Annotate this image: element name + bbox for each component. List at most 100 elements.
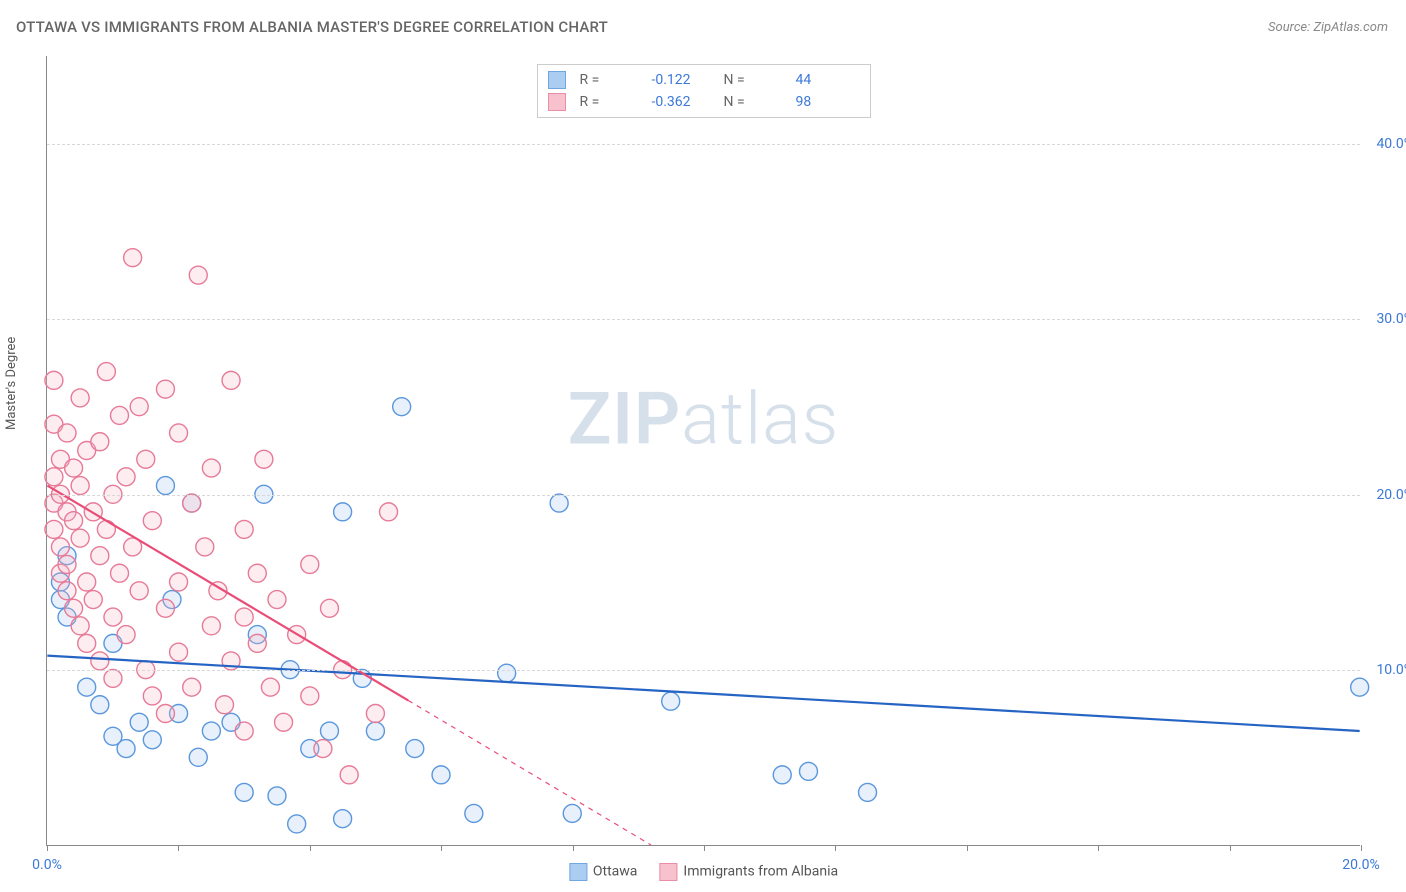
series-legend-label: Ottawa <box>593 864 638 880</box>
scatter-svg <box>47 56 1360 845</box>
x-tick-mark <box>441 845 442 851</box>
scatter-point <box>71 617 89 635</box>
scatter-point <box>301 555 319 573</box>
scatter-point <box>183 678 201 696</box>
r-value: -0.362 <box>652 94 716 110</box>
scatter-point <box>550 494 568 512</box>
scatter-point <box>45 468 63 486</box>
scatter-point <box>366 705 384 723</box>
scatter-point <box>314 740 332 758</box>
scatter-point <box>104 608 122 626</box>
scatter-point <box>288 815 306 833</box>
scatter-point <box>235 520 253 538</box>
legend-swatch <box>659 863 677 881</box>
n-value: 98 <box>796 94 860 110</box>
scatter-point <box>222 371 240 389</box>
scatter-point <box>248 634 266 652</box>
scatter-point <box>301 687 319 705</box>
scatter-point <box>65 599 83 617</box>
scatter-point <box>255 450 273 468</box>
scatter-point <box>78 678 96 696</box>
series-legend-item: Immigrants from Albania <box>659 863 838 881</box>
scatter-point <box>320 599 338 617</box>
scatter-point <box>111 564 129 582</box>
scatter-point <box>235 783 253 801</box>
source-name: ZipAtlas.com <box>1313 20 1388 35</box>
scatter-point <box>111 406 129 424</box>
source-prefix: Source: <box>1268 20 1313 35</box>
scatter-point <box>130 713 148 731</box>
scatter-point <box>235 722 253 740</box>
scatter-point <box>235 608 253 626</box>
scatter-point <box>170 643 188 661</box>
gridline-h <box>47 495 1360 496</box>
series-legend-item: Ottawa <box>569 863 638 881</box>
x-tick-label-right: 20.0% <box>1342 857 1380 873</box>
scatter-point <box>51 538 69 556</box>
x-tick-mark <box>835 845 836 851</box>
scatter-point <box>773 766 791 784</box>
n-label: N = <box>724 94 788 110</box>
scatter-point <box>196 538 214 556</box>
y-tick-label: 10.0% <box>1376 662 1406 678</box>
chart-title: OTTAWA VS IMMIGRANTS FROM ALBANIA MASTER… <box>16 18 608 36</box>
scatter-point <box>202 722 220 740</box>
gridline-h <box>47 144 1360 145</box>
scatter-point <box>130 398 148 416</box>
scatter-point <box>498 664 516 682</box>
scatter-point <box>130 582 148 600</box>
scatter-point <box>334 810 352 828</box>
y-tick-label: 20.0% <box>1376 487 1406 503</box>
correlation-legend-row: R = -0.362 N = 98 <box>548 91 860 113</box>
scatter-point <box>393 398 411 416</box>
r-label: R = <box>580 72 644 88</box>
scatter-point <box>268 591 286 609</box>
scatter-point <box>170 424 188 442</box>
scatter-point <box>248 564 266 582</box>
scatter-point <box>65 512 83 530</box>
x-tick-mark <box>310 845 311 851</box>
n-label: N = <box>724 72 788 88</box>
scatter-point <box>799 762 817 780</box>
scatter-point <box>91 547 109 565</box>
scatter-point <box>189 266 207 284</box>
scatter-point <box>563 804 581 822</box>
y-axis-label: Master's Degree <box>4 337 19 430</box>
trendline-solid <box>47 656 1359 731</box>
scatter-point <box>143 512 161 530</box>
scatter-point <box>320 722 338 740</box>
correlation-legend-row: R =-0.122N =44 <box>548 69 860 91</box>
scatter-point <box>58 424 76 442</box>
scatter-point <box>366 722 384 740</box>
x-tick-mark <box>1098 845 1099 851</box>
scatter-point <box>183 494 201 512</box>
scatter-point <box>432 766 450 784</box>
scatter-point <box>216 696 234 714</box>
scatter-point <box>334 503 352 521</box>
legend-swatch <box>548 93 566 111</box>
correlation-legend: R =-0.122N =44R =-0.362N =98 <box>537 64 871 118</box>
x-tick-mark <box>967 845 968 851</box>
scatter-point <box>45 371 63 389</box>
scatter-point <box>71 389 89 407</box>
r-label: R = <box>580 94 644 110</box>
scatter-point <box>170 573 188 591</box>
y-tick-label: 30.0% <box>1376 311 1406 327</box>
scatter-point <box>156 599 174 617</box>
scatter-point <box>65 459 83 477</box>
scatter-point <box>189 748 207 766</box>
scatter-point <box>117 468 135 486</box>
n-value: 44 <box>796 72 860 88</box>
scatter-point <box>58 555 76 573</box>
scatter-point <box>156 477 174 495</box>
x-tick-label-left: 0.0% <box>32 857 62 873</box>
scatter-point <box>71 477 89 495</box>
scatter-point <box>268 787 286 805</box>
scatter-point <box>45 520 63 538</box>
scatter-point <box>104 669 122 687</box>
scatter-point <box>97 363 115 381</box>
scatter-point <box>465 804 483 822</box>
scatter-point <box>84 591 102 609</box>
x-tick-mark <box>178 845 179 851</box>
scatter-point <box>156 705 174 723</box>
